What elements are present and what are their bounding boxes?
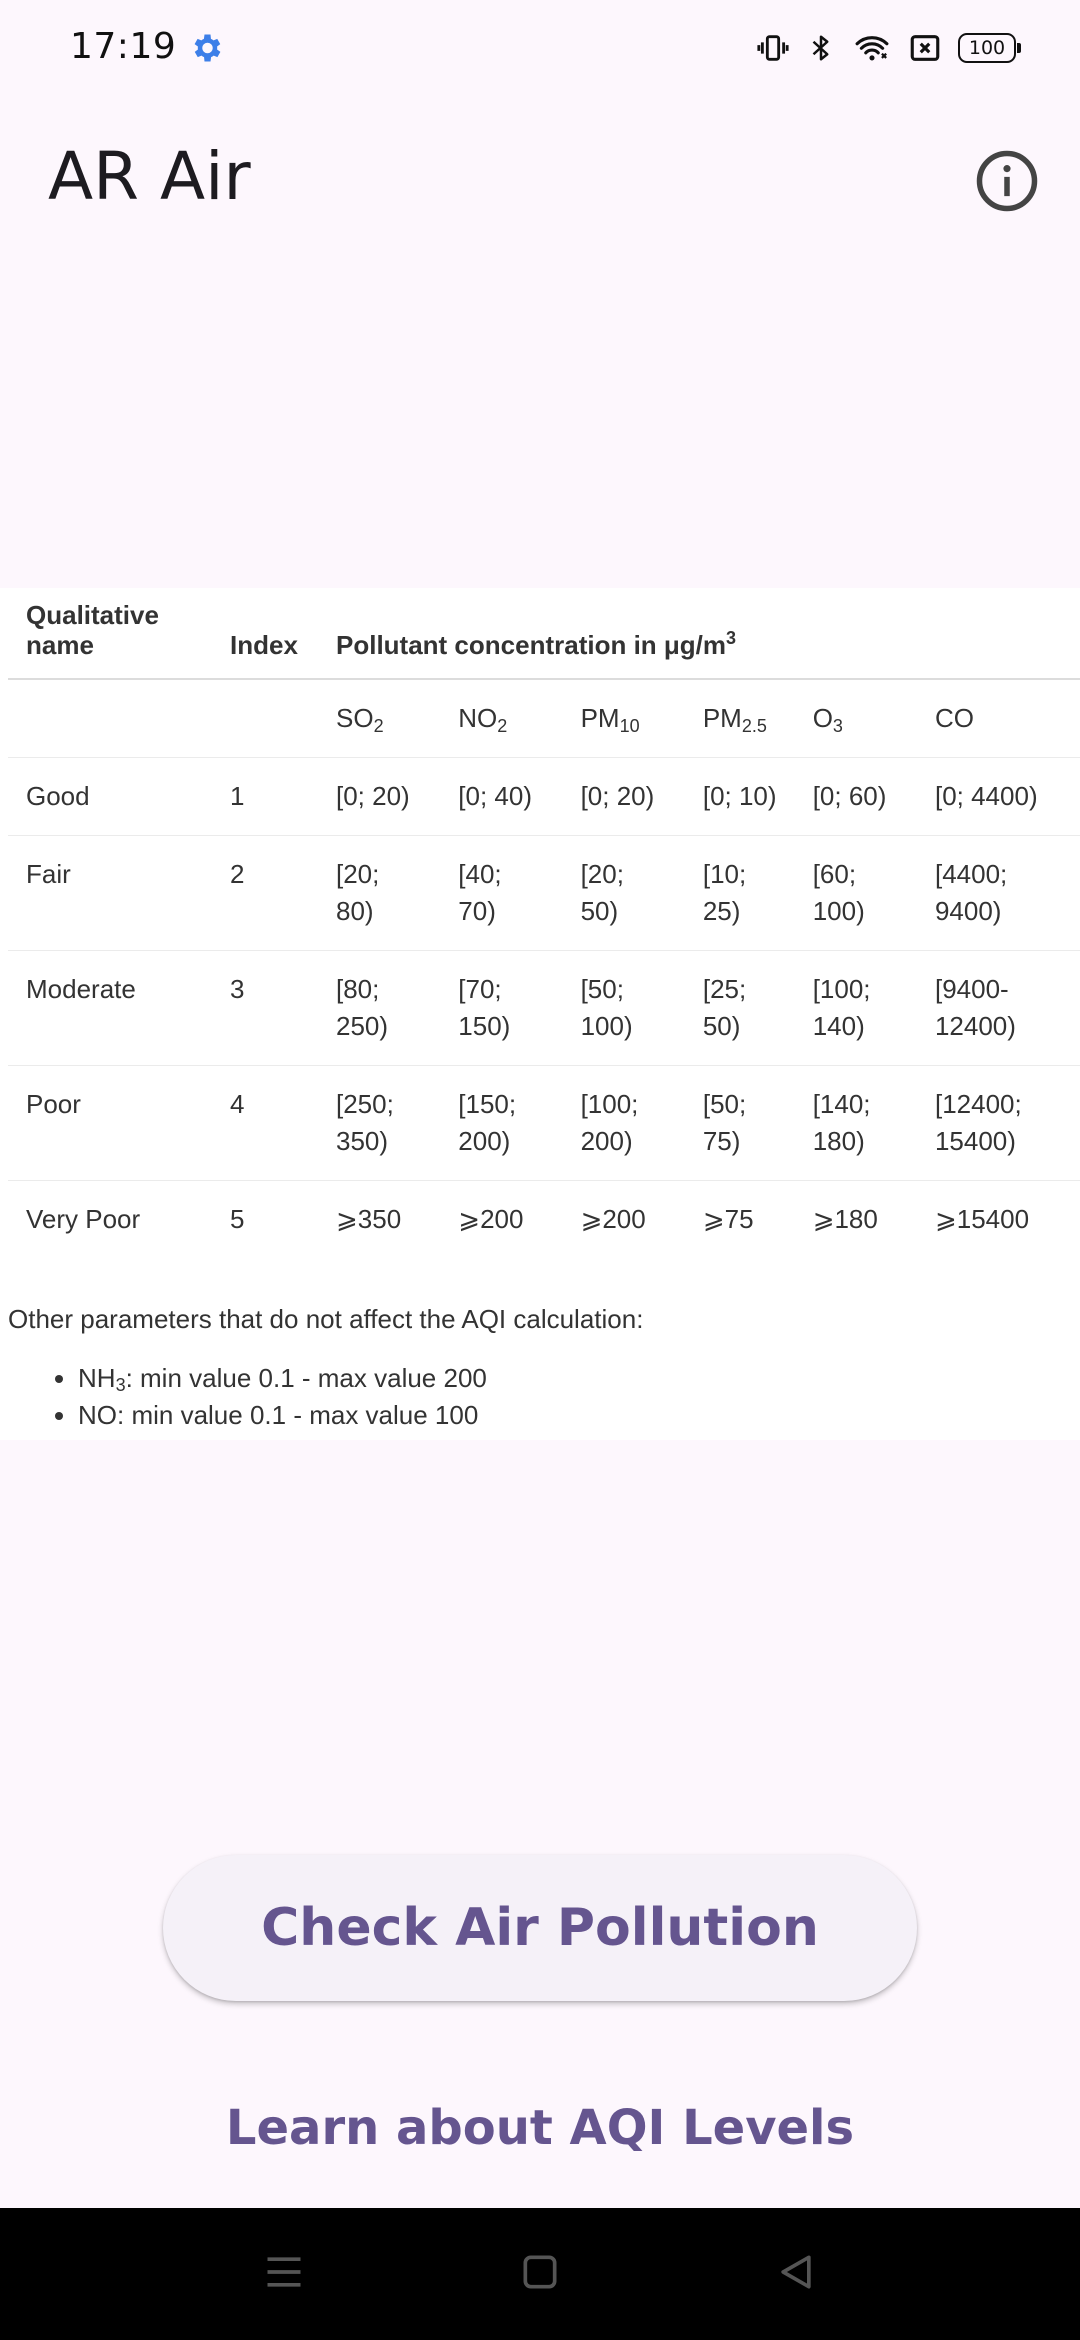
concentration-cell: ⩾350 (336, 1204, 402, 1234)
table-row: Very Poor 5 ⩾350 ⩾200 ⩾200 ⩾75 ⩾180 ⩾15400 (8, 1181, 1080, 1259)
table-cell (8, 679, 212, 758)
header-index: Index (212, 588, 318, 680)
no-sim-icon (910, 35, 940, 61)
index-cell: 4 (212, 1065, 318, 1181)
concentration-cell: [12400; 15400) (916, 1065, 1080, 1181)
concentration-cell: [0; 40) (440, 757, 563, 836)
pollutant-header: O3 (794, 679, 917, 758)
qualitative-name-cell: Good (8, 757, 212, 836)
index-cell: 2 (212, 835, 318, 951)
concentration-cell: ⩾75 (702, 1204, 754, 1234)
concentration-cell: [50; 100) (562, 950, 685, 1066)
concentration-cell: [4400; 9400) (916, 835, 1080, 951)
aqi-info-panel: Qualitative name Index Pollutant concent… (0, 588, 1080, 1440)
concentration-cell: [100; 140) (794, 950, 917, 1066)
concentration-cell: [140; 180) (794, 1065, 917, 1181)
qualitative-name-cell: Very Poor (26, 1204, 141, 1234)
table-row: Good 1 [0; 20) [0; 40) [0; 20) [0; 10) [0; 60)… (8, 757, 1080, 836)
pollutant-header: CO (916, 679, 1080, 758)
check-air-pollution-button[interactable]: Check Air Pollution (163, 1855, 917, 2001)
index-cell: 3 (212, 950, 318, 1066)
aqi-table: Qualitative name Index Pollutant concent… (8, 588, 1080, 1258)
table-header-row: Qualitative name Index Pollutant concent… (8, 588, 1080, 680)
app-title: AR Air (48, 138, 251, 215)
param-range: : min value 0.1 - max value 200 (125, 1363, 487, 1393)
concentration-cell: [60; 100) (794, 835, 917, 951)
table-row: Fair 2 [20; 80) [40; 70) [20; 50) [10; 25) [60… (8, 835, 1080, 951)
param-name: NH (78, 1363, 116, 1393)
pollutant-header: SO2 (318, 679, 441, 758)
vibrate-icon (757, 35, 789, 61)
table-row: Moderate 3 [80; 250) [70; 150) [50; 100) [25;… (8, 950, 1080, 1066)
concentration-cell: ⩾200 (458, 1204, 524, 1234)
concentration-cell: [0; 20) (318, 757, 441, 836)
pollutant-subscript: 2.5 (741, 716, 767, 736)
header-qualitative-name: Qualitative name (8, 588, 212, 680)
status-time: 17:19 (70, 26, 177, 67)
concentration-cell: [20; 50) (562, 835, 685, 951)
pollutant-name: CO (934, 703, 974, 733)
concentration-cell: [20; 80) (318, 835, 441, 951)
pollutant-header: PM10 (562, 679, 685, 758)
param-name: NO (78, 1400, 117, 1430)
concentration-cell: [9400-12400) (916, 950, 1080, 1066)
pollutant-subscript: 3 (832, 716, 843, 736)
pollutant-name: NO (458, 703, 498, 733)
status-bar: 17:19 100 (0, 0, 1080, 96)
concentration-cell: [0; 20) (562, 757, 685, 836)
header-concentration-sup: 3 (726, 628, 737, 648)
concentration-cell: [100; 200) (562, 1065, 685, 1181)
status-icons: 100 (756, 28, 1021, 68)
qualitative-name-cell: Moderate (8, 950, 212, 1066)
index-cell: 1 (212, 757, 318, 836)
pollutant-subscript: 10 (619, 716, 640, 736)
concentration-cell: [50; 75) (684, 1065, 795, 1181)
param-range: : min value 0.1 - max value 100 (117, 1400, 479, 1430)
table-row: Poor 4 [250; 350) [150; 200) [100; 200) [50; … (8, 1065, 1080, 1181)
home-icon[interactable] (518, 2250, 562, 2294)
pollutant-subscript: 2 (373, 716, 384, 736)
concentration-cell: [0; 60) (794, 757, 917, 836)
concentration-cell: ⩾200 (580, 1204, 646, 1234)
list-item: NH3: min value 0.1 - max value 200 (78, 1360, 487, 1397)
index-cell: 5 (230, 1204, 245, 1234)
back-icon[interactable] (774, 2250, 818, 2294)
concentration-cell: [70; 150) (440, 950, 563, 1066)
learn-aqi-levels-link[interactable]: Learn about AQI Levels (225, 2100, 855, 2156)
wifi-icon (855, 36, 889, 61)
system-nav-bar (0, 2208, 1080, 2340)
concentration-cell: [40; 70) (440, 835, 563, 951)
concentration-cell: [80; 250) (318, 950, 441, 1066)
settings-gear-icon (194, 34, 221, 62)
pollutant-header: PM2.5 (684, 679, 795, 758)
bluetooth-icon (812, 35, 829, 61)
param-subscript: 3 (115, 1375, 126, 1395)
concentration-cell: ⩾15400 (934, 1204, 1030, 1234)
other-params-list: NH3: min value 0.1 - max value 200NO: mi… (0, 1360, 487, 1434)
header-pollutant-concentration: Pollutant concentration in μg/m3 (318, 588, 1080, 680)
concentration-cell: [25; 50) (684, 950, 795, 1066)
pollutant-name: PM (580, 703, 620, 733)
pollutant-name: PM (702, 703, 742, 733)
pollutant-name: O (812, 703, 833, 733)
battery-icon: 100 (958, 33, 1021, 63)
concentration-cell: [0; 4400) (916, 757, 1080, 836)
pollutant-subscript: 2 (497, 716, 508, 736)
qualitative-name-cell: Fair (8, 835, 212, 951)
pollutant-name: SO (336, 703, 374, 733)
concentration-cell: ⩾180 (812, 1204, 878, 1234)
info-icon[interactable] (974, 148, 1040, 214)
qualitative-name-cell: Poor (8, 1065, 212, 1181)
list-item: NO: min value 0.1 - max value 100 (78, 1397, 487, 1434)
other-params-intro: Other parameters that do not affect the … (8, 1304, 644, 1334)
concentration-cell: [0; 10) (684, 757, 795, 836)
pollutant-header: NO2 (440, 679, 563, 758)
concentration-cell: [250; 350) (318, 1065, 441, 1181)
table-cell (212, 679, 318, 758)
pollutant-header-row: SO2 NO2 PM10 PM2.5 O3 CO (8, 679, 1080, 758)
menu-icon[interactable] (262, 2250, 306, 2294)
concentration-cell: [150; 200) (440, 1065, 563, 1181)
concentration-cell: [10; 25) (684, 835, 795, 951)
header-concentration-text: Pollutant concentration in μg/m (336, 630, 727, 660)
